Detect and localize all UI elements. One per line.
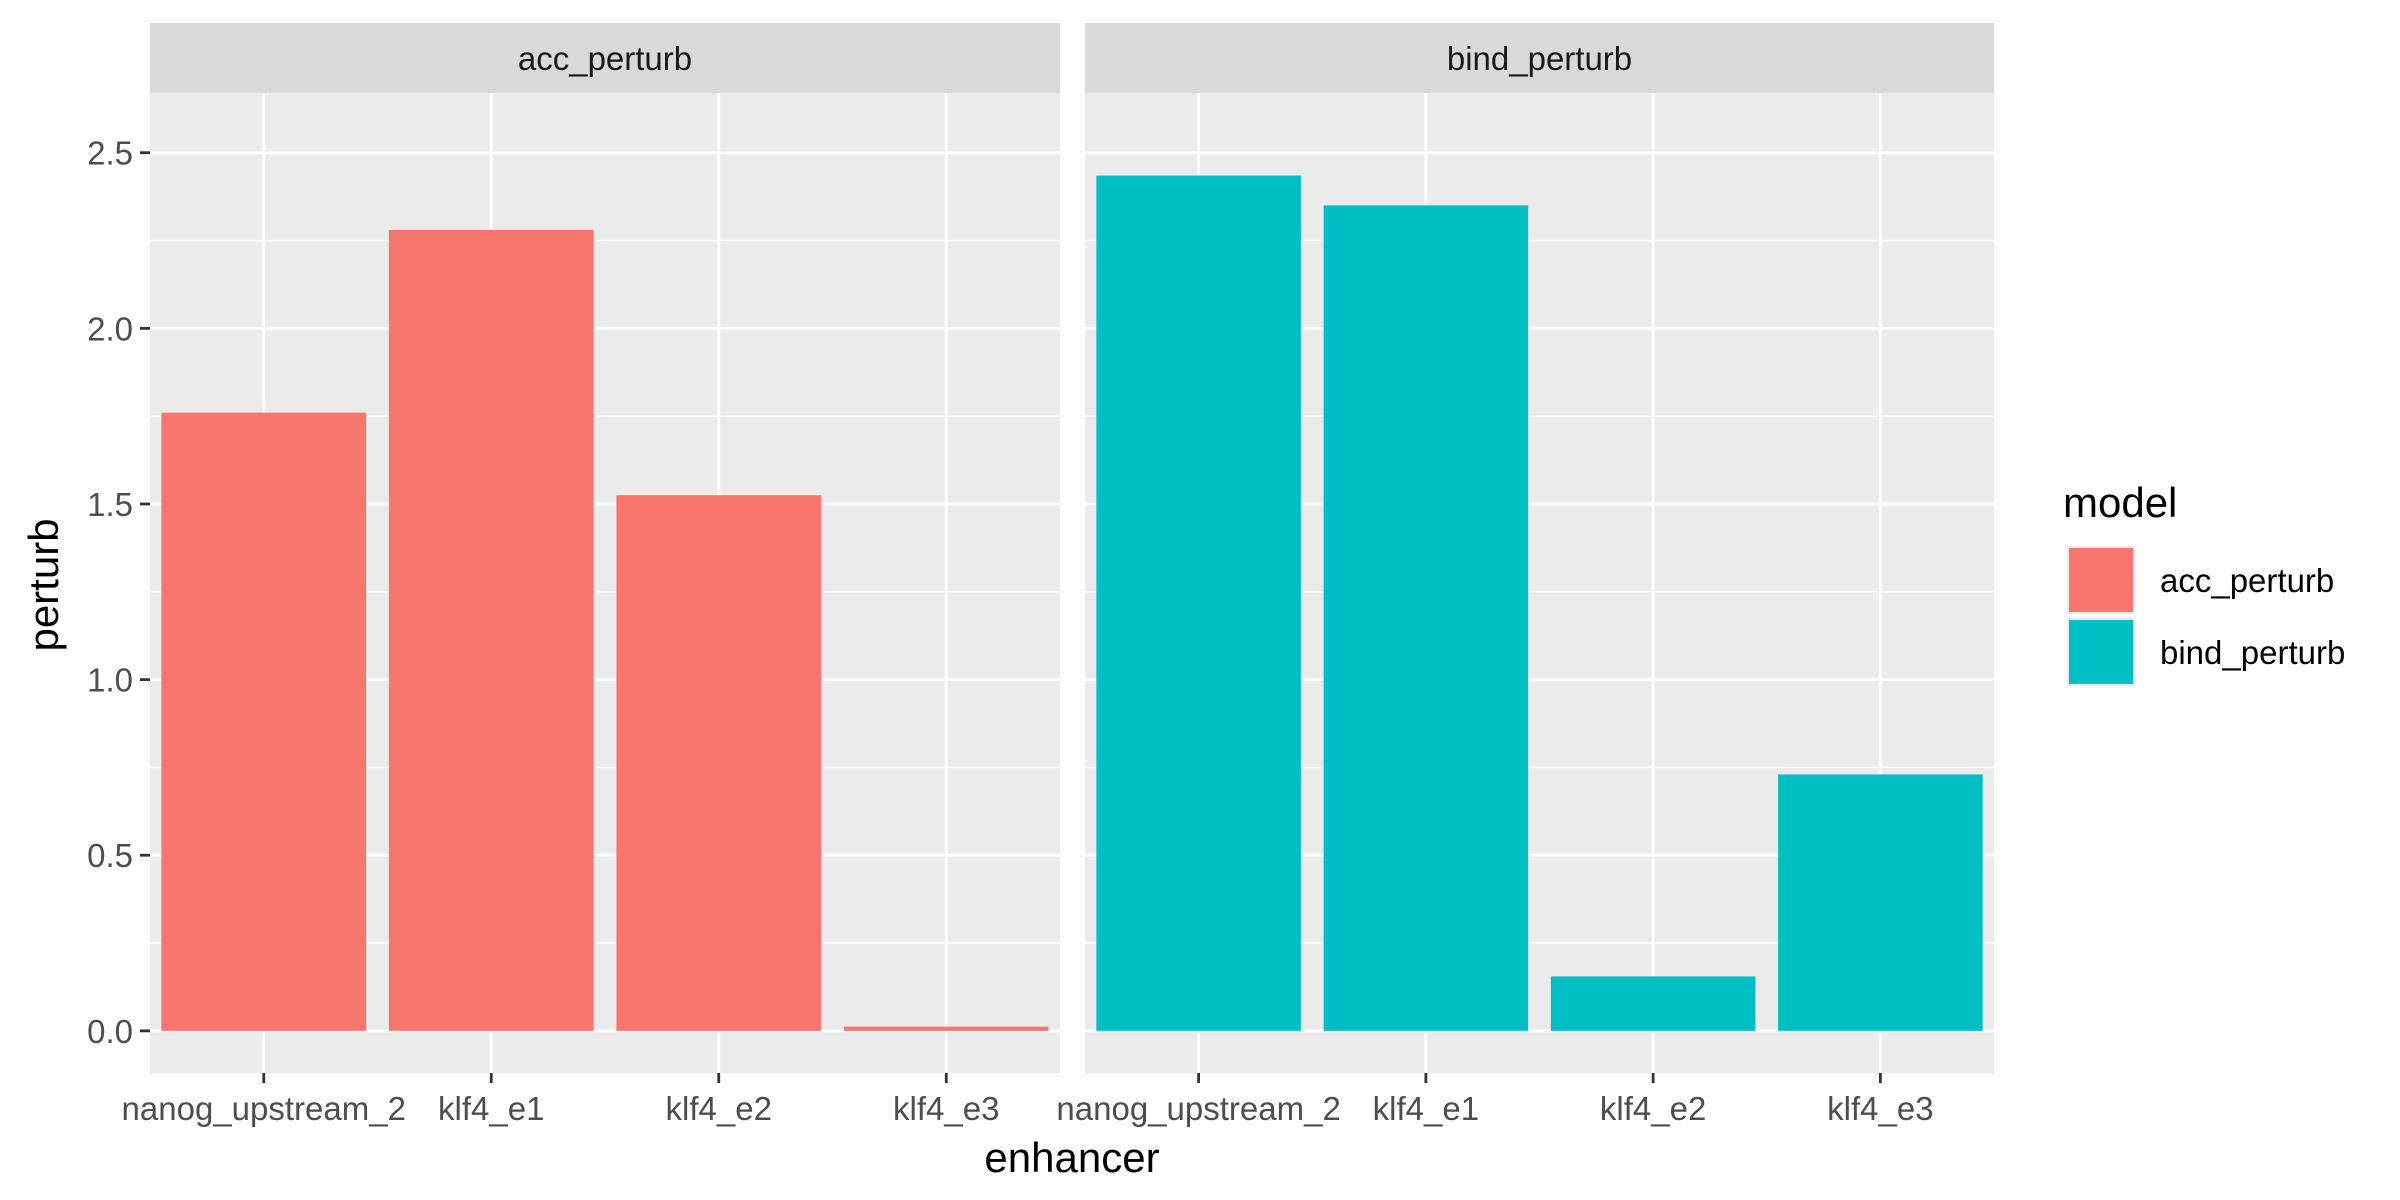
facet-panel-bind_perturb: bind_perturb	[1085, 23, 1994, 1073]
x-tick-label: klf4_e2	[1600, 1090, 1706, 1127]
x-tick-label: klf4_e3	[1827, 1090, 1933, 1127]
bar-acc_perturb-klf4_e1	[388, 229, 594, 1031]
legend-key-bind_perturb	[2069, 620, 2133, 684]
y-tick-label: 0.0	[87, 1013, 133, 1050]
facet-strip	[1085, 23, 1994, 93]
facet-strip-label: acc_perturb	[518, 40, 692, 77]
panels-layer: acc_perturb bind_perturb	[150, 23, 1994, 1073]
x-axis-title: enhancer	[984, 1134, 1159, 1181]
legend-title: model	[2063, 479, 2177, 526]
y-tick-label: 1.0	[87, 662, 133, 699]
y-tick-label: 2.0	[87, 310, 133, 347]
x-tick-label: nanog_upstream_2	[1056, 1090, 1340, 1127]
legend-key-acc_perturb	[2069, 548, 2133, 612]
bar-bind_perturb-klf4_e1	[1323, 205, 1529, 1031]
bar-acc_perturb-klf4_e2	[616, 495, 822, 1031]
legend: model acc_perturb bind_perturb	[2063, 479, 2345, 686]
x-tick-label: klf4_e1	[1373, 1090, 1479, 1127]
bar-acc_perturb-klf4_e3	[843, 1026, 1049, 1031]
bar-acc_perturb-nanog_upstream_2	[161, 412, 367, 1031]
legend-label: bind_perturb	[2160, 634, 2345, 671]
axis-layer: nanog_upstream_2 klf4_e1 klf4_e2 klf4_e3 nan…	[87, 135, 1933, 1127]
y-tick-label: 0.5	[87, 837, 133, 874]
facet-strip	[150, 23, 1060, 93]
bar-bind_perturb-nanog_upstream_2	[1096, 175, 1301, 1031]
bar-bind_perturb-klf4_e3	[1778, 774, 1983, 1031]
facet-panel-acc_perturb: acc_perturb	[150, 23, 1060, 1073]
x-tick-label: klf4_e3	[893, 1090, 999, 1127]
x-tick-label: klf4_e1	[438, 1090, 544, 1127]
x-tick-label: nanog_upstream_2	[122, 1090, 406, 1127]
legend-label: acc_perturb	[2160, 562, 2334, 599]
y-tick-label: 2.5	[87, 135, 133, 172]
bar-bind_perturb-klf4_e2	[1550, 976, 1756, 1031]
y-axis-title: perturb	[20, 518, 67, 651]
facet-strip-label: bind_perturb	[1447, 40, 1632, 77]
y-tick-label: 1.5	[87, 486, 133, 523]
x-tick-label: klf4_e2	[666, 1090, 772, 1127]
